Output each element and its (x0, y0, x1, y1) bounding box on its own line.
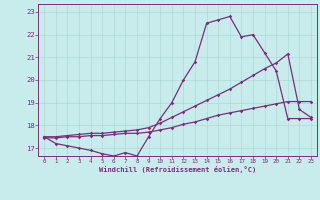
X-axis label: Windchill (Refroidissement éolien,°C): Windchill (Refroidissement éolien,°C) (99, 166, 256, 173)
